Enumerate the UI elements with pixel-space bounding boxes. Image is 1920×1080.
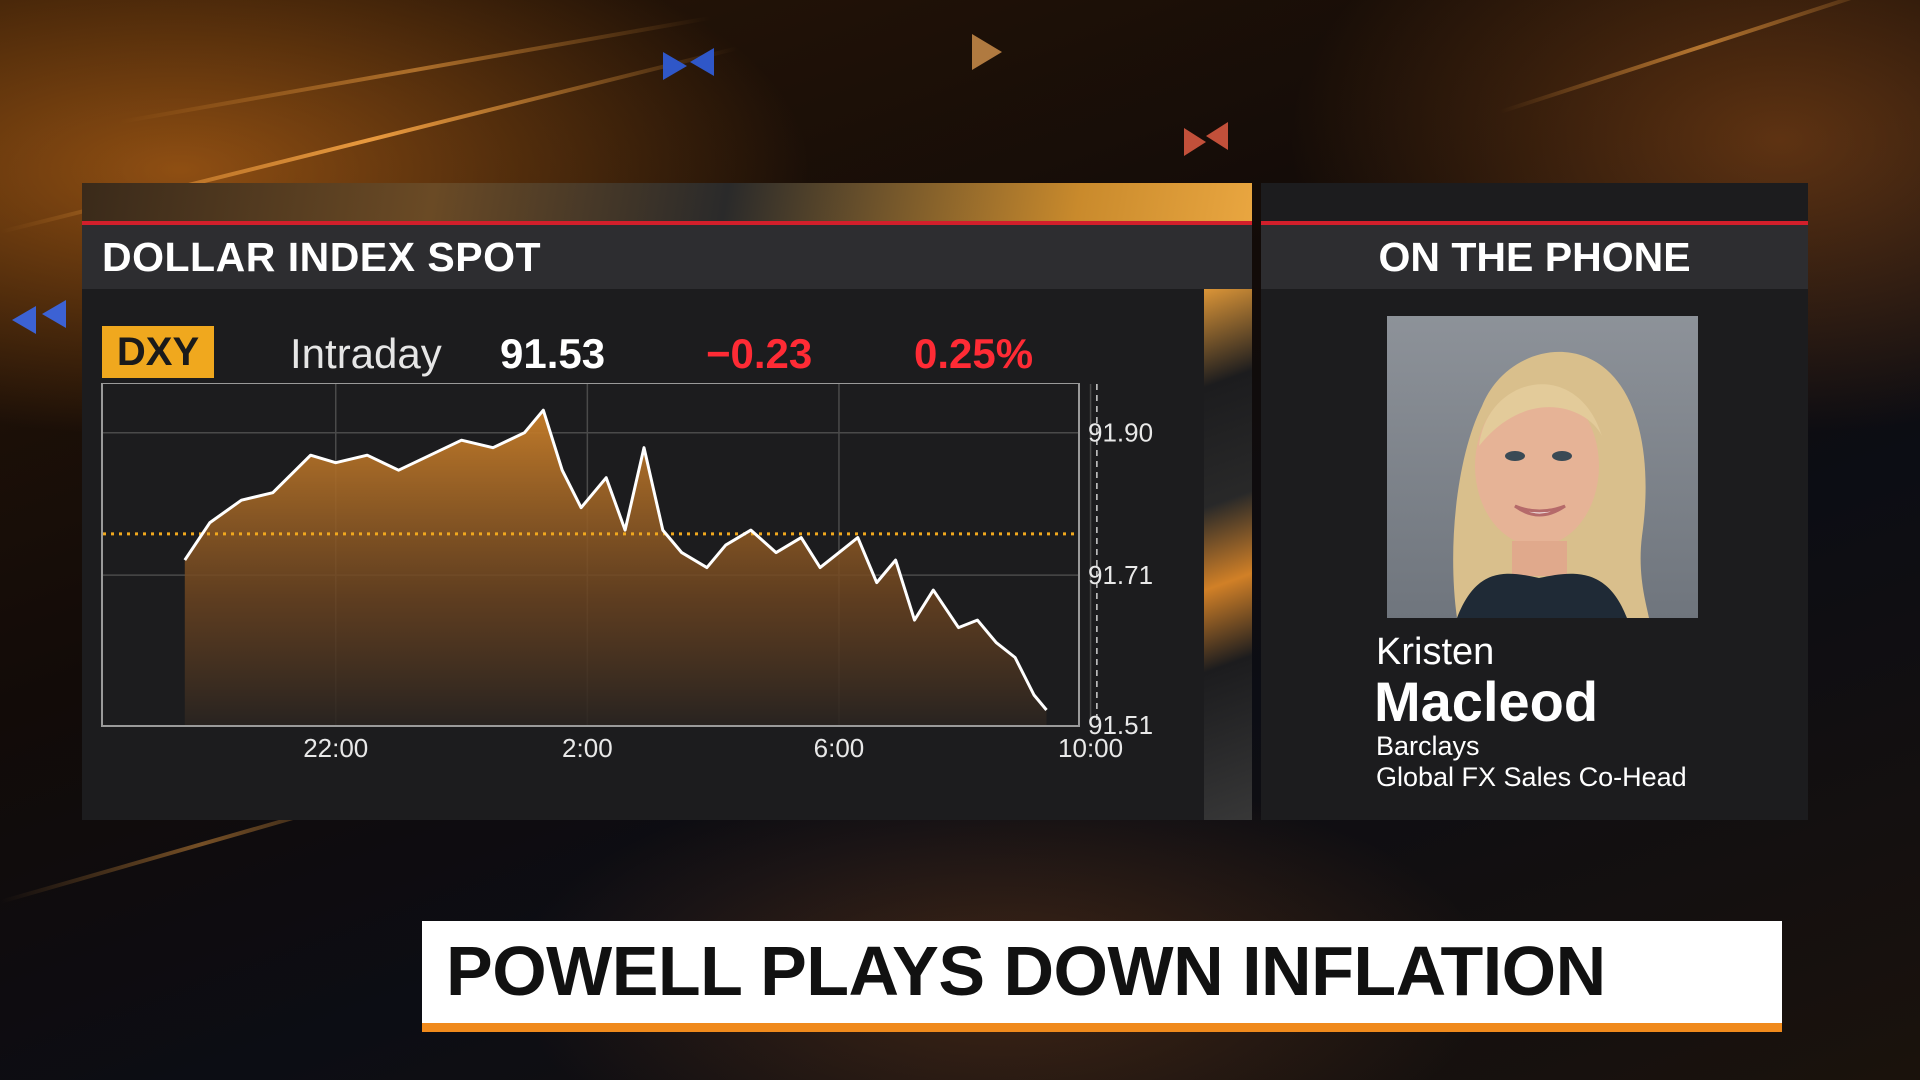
- guest-role: Global FX Sales Co-Head: [1376, 762, 1687, 792]
- guest-last-name: Macleod: [1374, 670, 1599, 733]
- guest-organization: Barclays: [1376, 731, 1480, 761]
- x-tick-label: 22:00: [303, 733, 368, 763]
- headline-text: POWELL PLAYS DOWN INFLATION: [446, 932, 1606, 1010]
- panel-decoration: [82, 183, 1252, 221]
- percent-change: 0.25%: [914, 330, 1034, 377]
- headline-accent-bar: [422, 1023, 1782, 1032]
- headline-banner: POWELL PLAYS DOWN INFLATION: [422, 921, 1782, 1023]
- ticker-badge: DXY: [102, 326, 214, 378]
- guest-title-bar: ON THE PHONE: [1261, 225, 1808, 289]
- x-tick-label: 10:00: [1058, 733, 1123, 763]
- y-tick-label: 91.51: [1088, 710, 1153, 740]
- price-line: [183, 408, 1048, 711]
- panel-accent-line: [82, 221, 1252, 225]
- y-tick-label: 91.90: [1088, 418, 1153, 448]
- period-label: Intraday: [290, 330, 442, 377]
- x-tick-label: 2:00: [562, 733, 613, 763]
- price-area: [184, 410, 1047, 725]
- y-tick-label: 91.71: [1088, 560, 1153, 590]
- chart-title: DOLLAR INDEX SPOT: [102, 234, 542, 280]
- guest-panel-title: ON THE PHONE: [1378, 234, 1691, 280]
- x-tick-label: 6:00: [814, 733, 865, 763]
- guest-first-name: Kristen: [1376, 631, 1495, 673]
- panel-side-decoration: [1204, 289, 1252, 820]
- panel-accent-line: [1261, 221, 1808, 225]
- guest-portrait: [1387, 316, 1698, 618]
- guest-panel: ON THE PHONE Kristen Macleod Barclays Gl…: [1261, 183, 1808, 820]
- chart-title-bar: DOLLAR INDEX SPOT: [82, 225, 1252, 289]
- chart-panel: DOLLAR INDEX SPOT DXY Intraday 91.53 −0.…: [82, 183, 1252, 820]
- net-change: −0.23: [706, 330, 813, 377]
- last-price: 91.53: [500, 330, 606, 377]
